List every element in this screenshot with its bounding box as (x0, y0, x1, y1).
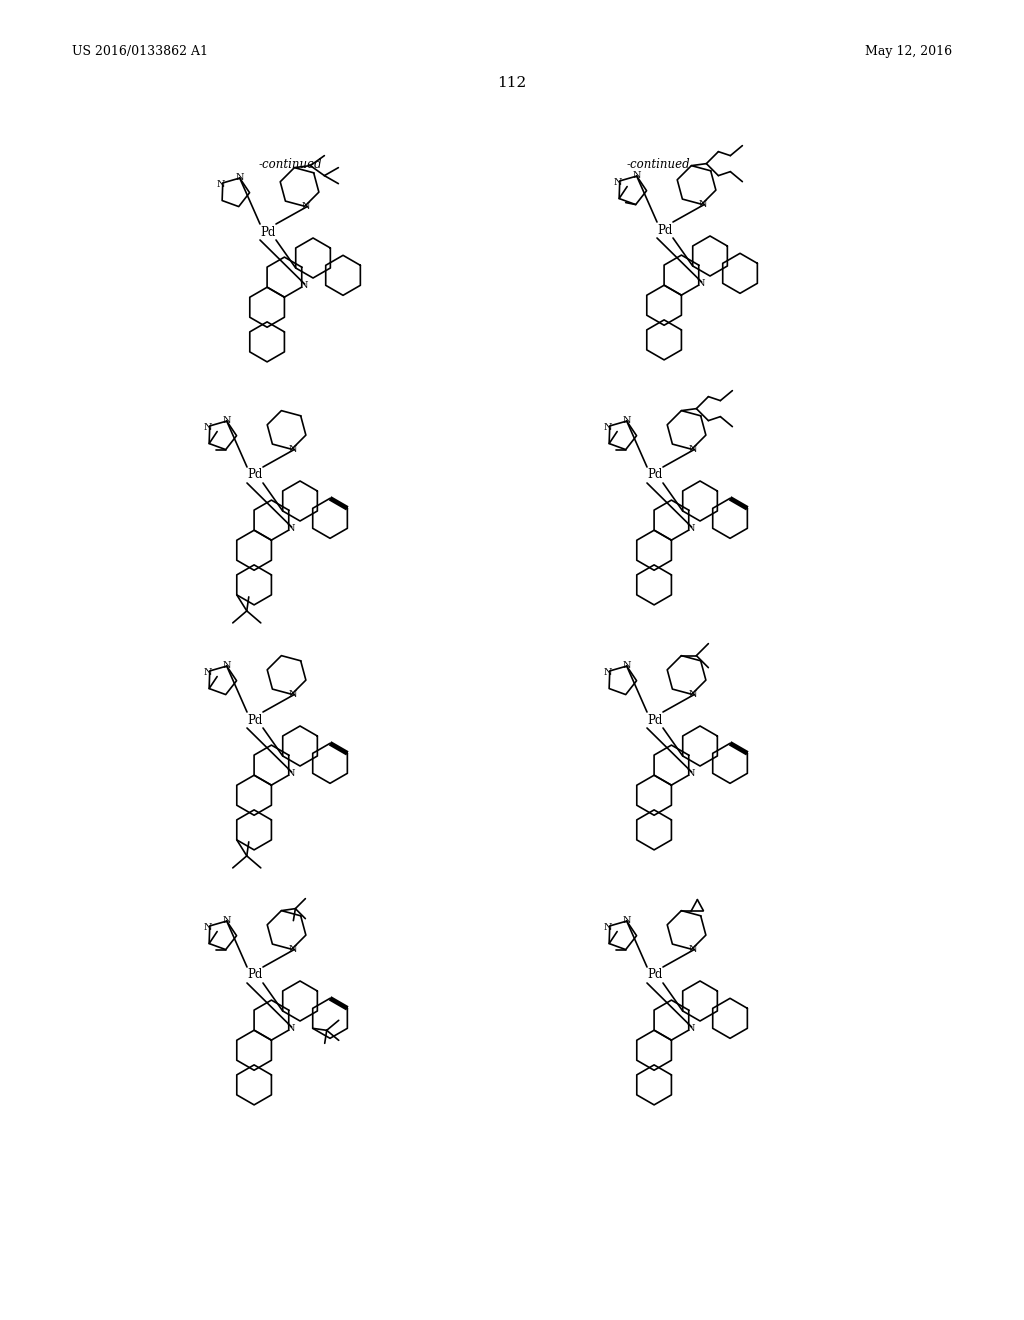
Text: N: N (613, 178, 622, 187)
Text: N: N (289, 945, 297, 954)
Text: N: N (301, 202, 310, 211)
Text: N: N (623, 416, 631, 425)
Text: N: N (289, 445, 297, 454)
Text: N: N (287, 768, 295, 777)
Text: N: N (696, 279, 705, 288)
Text: N: N (204, 924, 212, 932)
Text: -continued: -continued (258, 158, 322, 172)
Text: N: N (222, 416, 231, 425)
Text: N: N (289, 690, 297, 698)
Text: N: N (216, 181, 225, 190)
Text: N: N (204, 424, 212, 433)
Text: N: N (603, 424, 612, 433)
Text: N: N (686, 524, 695, 532)
Text: N: N (299, 281, 308, 289)
Text: N: N (222, 660, 231, 669)
Text: N: N (623, 916, 631, 924)
Text: N: N (688, 690, 697, 698)
Text: Pd: Pd (647, 714, 663, 726)
Text: N: N (287, 524, 295, 532)
Text: N: N (686, 768, 695, 777)
Text: N: N (688, 445, 697, 454)
Text: Pd: Pd (647, 469, 663, 482)
Text: N: N (287, 1023, 295, 1032)
Text: May 12, 2016: May 12, 2016 (865, 45, 952, 58)
Text: N: N (603, 924, 612, 932)
Text: Pd: Pd (260, 226, 275, 239)
Text: N: N (688, 945, 697, 954)
Text: N: N (698, 199, 707, 209)
Text: 112: 112 (498, 77, 526, 90)
Text: -continued: -continued (627, 158, 690, 172)
Text: N: N (204, 668, 212, 677)
Text: N: N (603, 668, 612, 677)
Text: N: N (623, 660, 631, 669)
Text: N: N (633, 170, 641, 180)
Text: N: N (686, 1023, 695, 1032)
Text: Pd: Pd (647, 969, 663, 982)
Text: Pd: Pd (657, 223, 673, 236)
Text: N: N (236, 173, 244, 182)
Text: Pd: Pd (248, 714, 263, 726)
Text: US 2016/0133862 A1: US 2016/0133862 A1 (72, 45, 208, 58)
Text: N: N (222, 916, 231, 924)
Text: Pd: Pd (248, 969, 263, 982)
Text: Pd: Pd (248, 469, 263, 482)
